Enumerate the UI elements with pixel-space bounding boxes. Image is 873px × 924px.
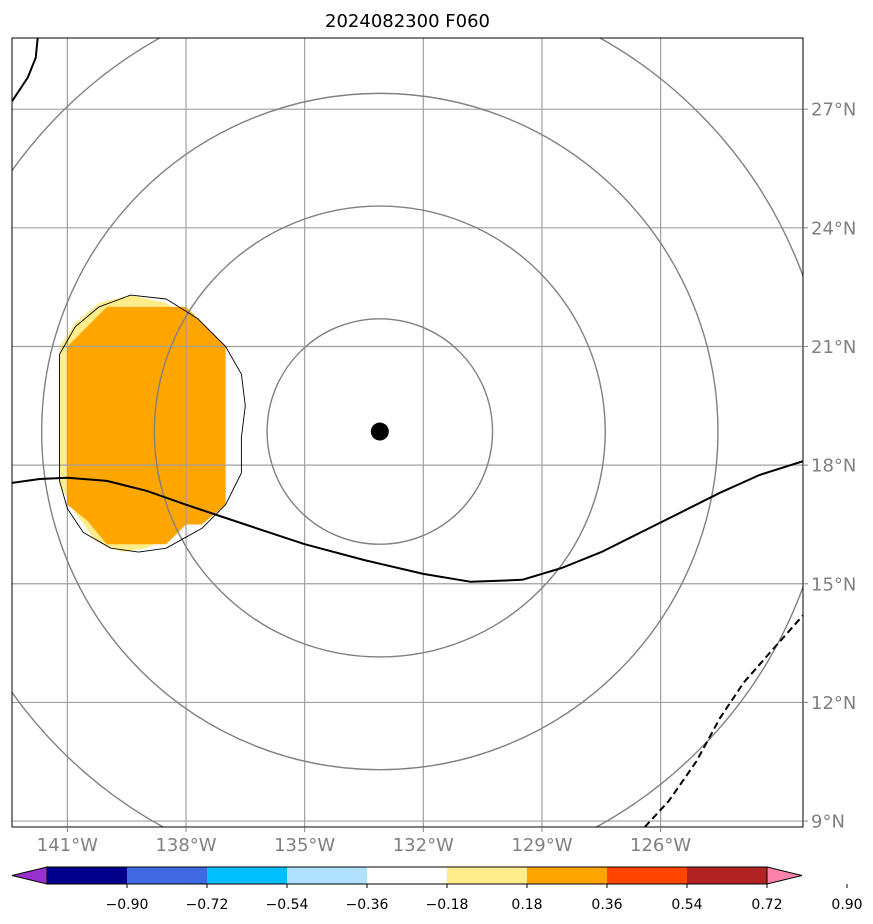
lat-tick-label-2: 15°N — [811, 574, 856, 595]
colorbar-tick-label-9: 0.90 — [831, 897, 862, 913]
latitude-axis: 9°N 12°N 15°N 18°N 21°N 24°N 27°N — [803, 100, 856, 833]
colorbar-segment-4 — [367, 867, 448, 884]
colorbar: −0.90 −0.72 −0.54 −0.36 −0.18 0.18 0.36 0.54 0.7… — [11, 866, 863, 913]
colorbar-segment-5 — [447, 867, 528, 884]
colorbar-tick-label-3: −0.36 — [346, 897, 389, 913]
filled-contours — [59, 295, 226, 553]
lat-tick-label-3: 18°N — [811, 456, 856, 477]
longitude-axis: 141°W 138°W 135°W 132°W 129°W 126°W — [37, 827, 691, 856]
lat-tick-label-1: 12°N — [811, 693, 856, 714]
range-ring-1 — [153, 205, 606, 658]
range-rings — [12, 38, 803, 827]
lon-tick-label-4: 129°W — [511, 835, 572, 856]
lat-tick-label-5: 24°N — [811, 218, 856, 239]
center-marker-layer — [370, 422, 389, 441]
colorbar-segment-1 — [127, 867, 208, 884]
colorbar-tick-label-6: 0.36 — [591, 897, 622, 913]
colorbar-segment-2 — [207, 867, 288, 884]
chart-title: 2024082300 F060 — [325, 11, 490, 32]
lon-tick-label-2: 135°W — [274, 835, 335, 856]
lat-tick-label-0: 9°N — [811, 812, 845, 833]
colorbar-segment-3 — [287, 867, 368, 884]
colorbar-frame — [46, 866, 768, 885]
colorbar-segment-8 — [687, 867, 768, 884]
colorbar-tick-label-4: −0.18 — [426, 897, 469, 913]
filled-region-1 — [67, 306, 226, 545]
lat-tick-label-4: 21°N — [811, 337, 856, 358]
colorbar-tick-label-8: 0.72 — [751, 897, 782, 913]
colorbar-extend-high — [766, 866, 803, 885]
lon-tick-label-5: 126°W — [630, 835, 691, 856]
contour-line-3 — [644, 614, 803, 827]
range-ring-0 — [266, 318, 494, 545]
range-ring-2 — [40, 92, 719, 771]
colorbar-tick-label-5: 0.18 — [511, 897, 542, 913]
contour-line-0 — [59, 294, 246, 553]
contour-lines — [12, 38, 803, 827]
contour-line-2 — [12, 38, 39, 102]
colorbar-tick-label-0: −0.90 — [106, 897, 149, 913]
lon-tick-label-1: 138°W — [155, 835, 216, 856]
storm-center-marker — [370, 422, 389, 441]
colorbar-tick-label-1: −0.72 — [186, 897, 229, 913]
colorbar-extend-low — [11, 866, 48, 885]
colorbar-tick-label-7: 0.54 — [671, 897, 702, 913]
colorbar-tick-label-2: −0.54 — [266, 897, 309, 913]
lat-tick-label-6: 27°N — [811, 100, 856, 121]
contour-line-1 — [12, 460, 803, 583]
colorbar-segment-7 — [607, 867, 688, 884]
colorbar-segment-0 — [47, 867, 128, 884]
lat-lon-grid — [12, 38, 803, 827]
map-plot-area — [12, 38, 803, 827]
map-frame — [11, 37, 804, 828]
lon-tick-label-3: 132°W — [393, 835, 454, 856]
lon-tick-label-0: 141°W — [37, 835, 98, 856]
colorbar-segment-6 — [527, 867, 608, 884]
